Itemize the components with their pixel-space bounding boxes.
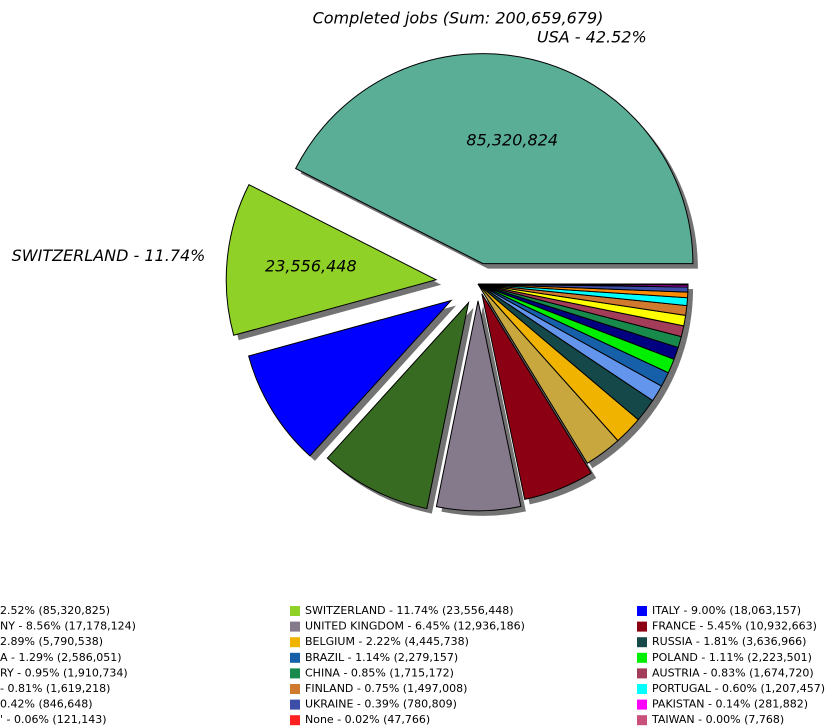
slice-label: 23,556,448	[265, 257, 357, 276]
outer-label: USA - 42.52%	[537, 27, 647, 46]
legend-label: NY - 8.56% (17,178,124)	[0, 620, 136, 633]
legend-label: None - 0.02% (47,766)	[305, 713, 430, 726]
legend-label: - 0.81% (1,619,218)	[0, 682, 110, 695]
legend-label: PORTUGAL - 0.60% (1,207,457)	[652, 682, 825, 695]
legend-swatch	[290, 684, 300, 694]
legend-swatch	[290, 606, 300, 616]
outer-label: SWITZERLAND - 11.74%	[12, 246, 206, 265]
legend-label: SWITZERLAND - 11.74% (23,556,448)	[305, 604, 514, 617]
slice	[248, 299, 453, 457]
legend-label: RUSSIA - 1.81% (3,636,966)	[652, 635, 806, 648]
legend-label: 2.89% (5,790,538)	[0, 635, 103, 648]
legend-swatch	[637, 606, 647, 616]
legend-swatch	[637, 684, 647, 694]
legend-swatch	[290, 715, 300, 726]
legend-label: A - 1.29% (2,586,051)	[0, 651, 122, 664]
legend-label: FRANCE - 5.45% (10,932,663)	[652, 620, 817, 633]
legend-swatch	[637, 668, 647, 679]
legend-label: PAKISTAN - 0.14% (281,882)	[652, 698, 808, 711]
legend-swatch	[637, 637, 647, 648]
slice	[481, 293, 592, 500]
legend-label: 0.42% (846,648)	[0, 698, 93, 711]
legend-swatch	[637, 652, 647, 663]
legend-label: UKRAINE - 0.39% (780,809)	[305, 698, 457, 711]
legend-swatch	[637, 699, 647, 710]
legend-swatch	[290, 621, 300, 632]
legend-label: AUSTRIA - 0.83% (1,674,720)	[652, 666, 814, 679]
legend-label: ITALY - 9.00% (18,063,157)	[652, 604, 801, 617]
legend-label: ' - 0.06% (121,143)	[0, 713, 107, 726]
legend-label: RY - 0.95% (1,910,734)	[0, 666, 128, 679]
slice	[435, 300, 522, 512]
slice	[225, 183, 438, 336]
legend-swatch	[637, 715, 647, 726]
slice-label: 85,320,824	[466, 131, 558, 150]
legend-swatch	[290, 699, 300, 710]
legend-swatch	[637, 621, 647, 632]
slice	[326, 301, 470, 510]
chart-title: Completed jobs (Sum: 200,659,679)	[313, 9, 604, 28]
legend-label: UNITED KINGDOM - 6.45% (12,936,186)	[305, 620, 525, 633]
legend-swatch	[290, 637, 300, 648]
legend-label: POLAND - 1.11% (2,223,501)	[652, 651, 812, 664]
legend-label: 2.52% (85,320,825)	[0, 604, 110, 617]
legend-label: FINLAND - 0.75% (1,497,008)	[305, 682, 467, 695]
legend-swatch	[290, 668, 300, 679]
legend-swatch	[290, 652, 300, 663]
legend-label: CHINA - 0.85% (1,715,172)	[305, 666, 454, 679]
legend-label: BRAZIL - 1.14% (2,279,157)	[305, 651, 458, 664]
slice	[294, 53, 694, 265]
legend-label: BELGIUM - 2.22% (4,445,738)	[305, 635, 469, 648]
legend-label: TAIWAN - 0.00% (7,768)	[651, 713, 784, 726]
